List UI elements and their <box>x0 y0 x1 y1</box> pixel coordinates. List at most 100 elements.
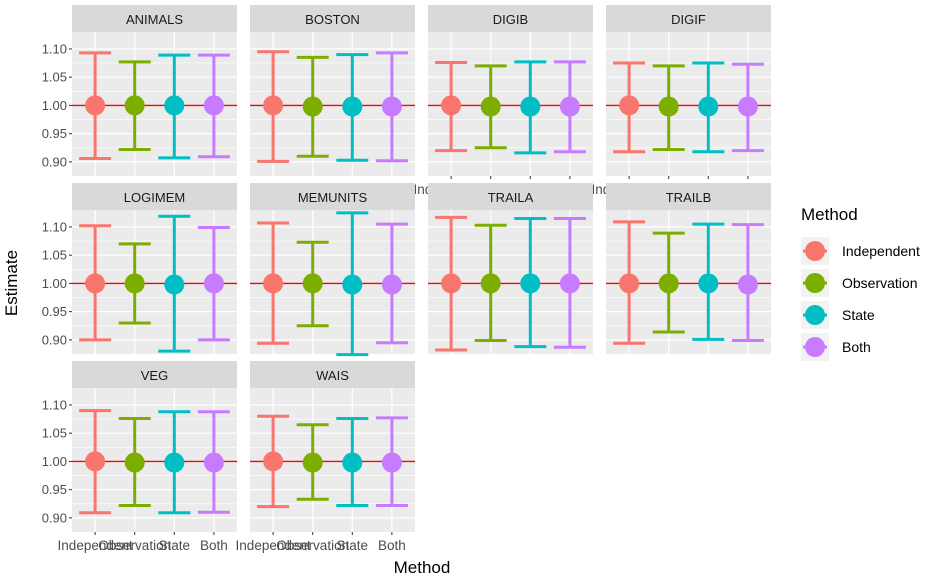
point-observation <box>302 273 323 294</box>
facet-panels: ANIMALS0.900.951.001.051.10BOSTONDIGIBIn… <box>42 5 771 553</box>
point-independent <box>619 95 640 116</box>
legend-key-point <box>805 337 825 357</box>
point-both <box>381 452 402 473</box>
y-tick-label: 0.95 <box>42 482 67 497</box>
point-both <box>381 96 402 117</box>
y-tick-label: 0.90 <box>42 154 67 169</box>
facet-strip <box>428 183 593 210</box>
facet-strip-label: TRAILA <box>488 190 534 205</box>
x-tick-label: Independent <box>58 538 133 553</box>
facet-strip-label: DIGIF <box>671 12 706 27</box>
point-independent <box>263 451 284 472</box>
point-both <box>381 274 402 295</box>
point-state <box>342 274 363 295</box>
point-both <box>559 273 580 294</box>
point-state <box>520 273 541 294</box>
point-state <box>164 95 185 116</box>
point-both <box>203 452 224 473</box>
point-state <box>342 96 363 117</box>
facet-animals: ANIMALS 0.90 0.95 1.00 1.05 1.10 <box>42 5 237 176</box>
point-observation <box>124 95 145 116</box>
point-observation <box>302 96 323 117</box>
legend-item-observation: Observation <box>801 269 917 297</box>
x-tick-label: Both <box>200 538 228 553</box>
y-tick-label: 1.00 <box>42 276 67 291</box>
facet-strip <box>428 5 593 32</box>
legend-title: Method <box>801 205 858 224</box>
point-independent <box>85 451 106 472</box>
facet-strip <box>250 183 415 210</box>
legend-label: State <box>842 307 875 323</box>
x-tick-label: Independent <box>236 538 311 553</box>
facet-boston: BOSTON <box>250 5 415 176</box>
y-tick-label: 0.95 <box>42 304 67 319</box>
y-tick-label: 1.10 <box>42 219 67 234</box>
legend-item-state: State <box>801 301 875 329</box>
facet-strip-label: ANIMALS <box>126 12 183 27</box>
point-observation <box>480 273 501 294</box>
point-state <box>698 96 719 117</box>
facet-strip <box>250 361 415 388</box>
facet-memunits: MEMUNITS <box>250 183 415 357</box>
facet-strip <box>606 5 771 32</box>
point-independent <box>441 273 462 294</box>
point-state <box>164 274 185 295</box>
facet-trailb: TRAILB <box>606 183 771 354</box>
point-observation <box>480 96 501 117</box>
facet-strip <box>72 5 237 32</box>
legend-item-both: Both <box>801 333 871 361</box>
point-observation <box>658 273 679 294</box>
point-observation <box>124 273 145 294</box>
facet-strip <box>250 5 415 32</box>
facet-traila: TRAILA <box>428 183 593 354</box>
y-tick-label: 1.10 <box>42 41 67 56</box>
point-both <box>203 273 224 294</box>
point-observation <box>302 452 323 473</box>
point-independent <box>85 95 106 116</box>
y-tick-label: 1.05 <box>42 70 67 85</box>
legend-label: Observation <box>842 275 917 291</box>
point-independent <box>441 95 462 116</box>
x-tick-label: State <box>337 538 369 553</box>
facet-strip-label: WAIS <box>316 368 349 383</box>
y-tick-label: 1.05 <box>42 426 67 441</box>
point-both <box>737 274 758 295</box>
y-tick-label: 0.90 <box>42 510 67 525</box>
point-observation <box>124 452 145 473</box>
point-observation <box>658 96 679 117</box>
y-tick-label: 1.00 <box>42 454 67 469</box>
legend: Method Independent Observation State Both <box>801 205 920 361</box>
x-tick-label: State <box>159 538 191 553</box>
y-axis-title: Estimate <box>2 250 21 316</box>
x-tick-label: Both <box>378 538 406 553</box>
facet-strip-label: TRAILB <box>666 190 712 205</box>
point-both <box>559 96 580 117</box>
x-tick-label: Observation <box>276 538 349 553</box>
x-axis-title: Method <box>394 558 451 576</box>
y-tick-label: 0.90 <box>42 332 67 347</box>
y-tick-label: 1.10 <box>42 397 67 412</box>
point-independent <box>85 273 106 294</box>
legend-label: Both <box>842 339 871 355</box>
point-state <box>342 452 363 473</box>
point-independent <box>263 273 284 294</box>
point-independent <box>619 273 640 294</box>
legend-label: Independent <box>842 243 920 259</box>
facet-strip-label: DIGIB <box>493 12 528 27</box>
facet-strip-label: BOSTON <box>305 12 360 27</box>
facet-digif: DIGIFIndependentObservationStateBoth <box>592 5 771 197</box>
point-independent <box>263 95 284 116</box>
facet-digib: DIGIBIndependentObservationStateBoth <box>414 5 593 197</box>
point-state <box>520 96 541 117</box>
facet-logimem: LOGIMEM 0.90 0.95 1.00 1.05 1.10 <box>42 183 237 354</box>
legend-key-point <box>805 273 825 293</box>
facet-strip <box>606 183 771 210</box>
facet-strip-label: LOGIMEM <box>124 190 185 205</box>
facet-strip <box>72 183 237 210</box>
facet-strip <box>72 361 237 388</box>
y-tick-label: 1.00 <box>42 98 67 113</box>
facet-strip-label: VEG <box>141 368 168 383</box>
y-tick-label: 1.05 <box>42 248 67 263</box>
